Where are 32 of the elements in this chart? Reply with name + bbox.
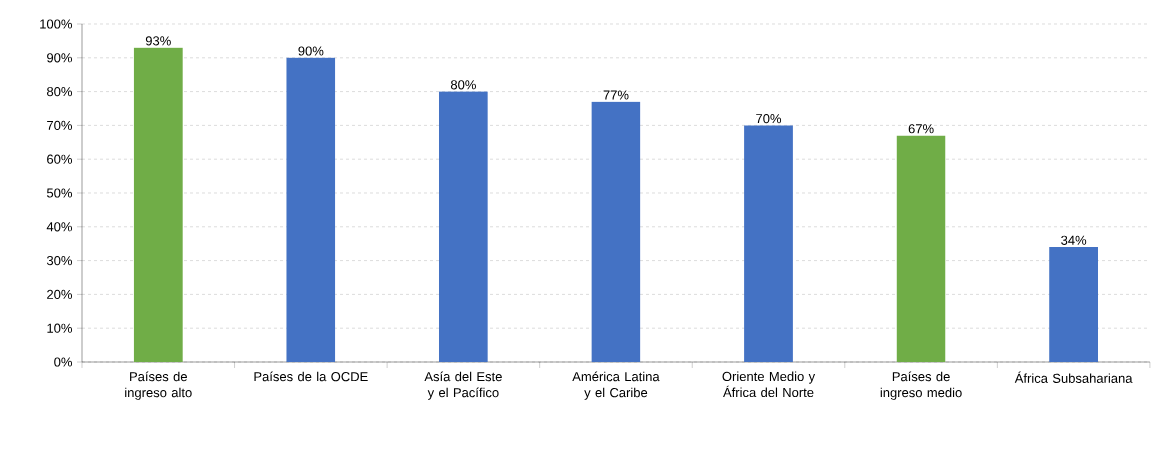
- y-tick-label: 20%: [47, 289, 73, 299]
- data-label: 67%: [908, 124, 934, 134]
- x-tick-label: Países de la OCDE: [254, 371, 368, 382]
- x-tick-label: Asía del Este y el Pacífico: [424, 371, 502, 400]
- data-label: 93%: [145, 36, 171, 46]
- bar: [133, 47, 183, 362]
- x-tick-label: Oriente Medio y África del Norte: [722, 371, 816, 398]
- bar: [286, 57, 336, 362]
- y-tick-label: 50%: [46, 188, 73, 198]
- y-tick-label: 30%: [46, 255, 73, 266]
- y-tick-label: 100%: [40, 19, 73, 29]
- bar: [438, 91, 488, 362]
- data-label: 70%: [756, 113, 782, 124]
- x-tick-label: Países de ingreso medio: [880, 371, 962, 400]
- x-tick-label: América Latina y el Caribe: [572, 371, 660, 400]
- x-tick-label: África Subsahariana: [1014, 371, 1133, 383]
- y-tick-label: 90%: [47, 53, 73, 63]
- y-tick-label: 40%: [46, 222, 73, 232]
- bar: [1049, 247, 1099, 362]
- data-label: 80%: [450, 80, 476, 90]
- y-tick-label: 80%: [47, 86, 73, 97]
- data-label: 77%: [603, 90, 629, 100]
- bar: [896, 135, 946, 362]
- y-tick-label: 10%: [47, 323, 73, 333]
- y-tick-label: 0%: [54, 357, 73, 367]
- data-label: 34%: [1061, 235, 1087, 245]
- bar: [591, 101, 641, 362]
- y-tick-label: 70%: [47, 120, 73, 130]
- data-label: 90%: [298, 46, 324, 56]
- x-tick-label: Países de ingreso alto: [125, 371, 192, 400]
- bar: [744, 125, 793, 362]
- y-tick-label: 60%: [47, 154, 73, 164]
